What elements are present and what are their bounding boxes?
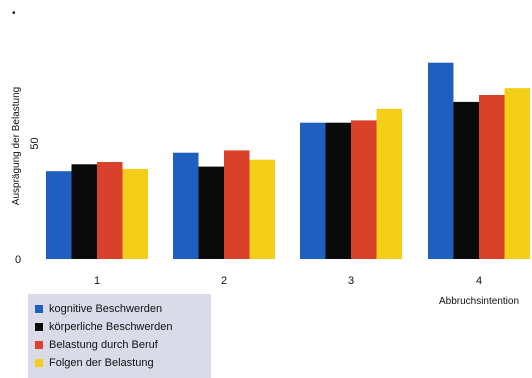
legend-swatch-kognitive [35,305,43,313]
bar-2-series-3 [224,150,250,259]
bar-3-series-4 [376,108,402,259]
bar-4-series-1 [428,62,454,260]
legend-item-folgen: Folgen der Belastung [35,355,154,371]
bar-4-series-4 [504,88,530,259]
legend-label-folgen: Folgen der Belastung [49,357,154,369]
bar-4-series-2 [453,101,479,260]
legend-item-kognitive: kognitive Beschwerden [35,301,162,317]
y-tick-label-0: 0 [15,254,21,266]
x-tick-label-1: 1 [94,275,100,287]
legend: kognitive Beschwerden körperliche Beschw… [28,294,211,378]
top-left-mark: • [12,8,16,19]
legend-label-belastung-beruf: Belastung durch Beruf [49,339,158,351]
legend-item-koerperliche: körperliche Beschwerden [35,319,173,335]
bar-2-series-4 [249,159,275,259]
bar-2-series-2 [198,166,224,259]
bar-1-series-3 [97,162,123,259]
bar-3-series-3 [351,120,377,260]
y-axis-label: Ausprägung der Belastung [11,87,22,205]
y-tick-labels: 0 50 [15,137,41,266]
legend-label-koerperliche: körperliche Beschwerden [49,321,173,333]
y-tick-label-50: 50 [29,137,41,149]
bar-3-series-1 [300,122,326,259]
bar-3-series-2 [325,122,351,259]
x-tick-labels: 1 2 3 4 [94,275,482,287]
bar-1-series-4 [122,168,148,259]
bar-4-series-3 [479,95,505,259]
legend-item-belastung-beruf: Belastung durch Beruf [35,337,158,353]
bar-2-series-1 [173,152,199,259]
x-tick-label-4: 4 [476,275,482,287]
x-tick-label-2: 2 [221,275,227,287]
bar-1-series-2 [71,164,97,259]
legend-swatch-folgen [35,359,43,367]
x-tick-label-3: 3 [348,275,354,287]
bars-group [46,62,530,260]
legend-swatch-belastung-beruf [35,341,43,349]
legend-swatch-koerperliche [35,323,43,331]
legend-label-kognitive: kognitive Beschwerden [49,303,163,315]
category-note: Abbruchsintention [439,296,519,307]
bar-1-series-1 [46,171,72,259]
